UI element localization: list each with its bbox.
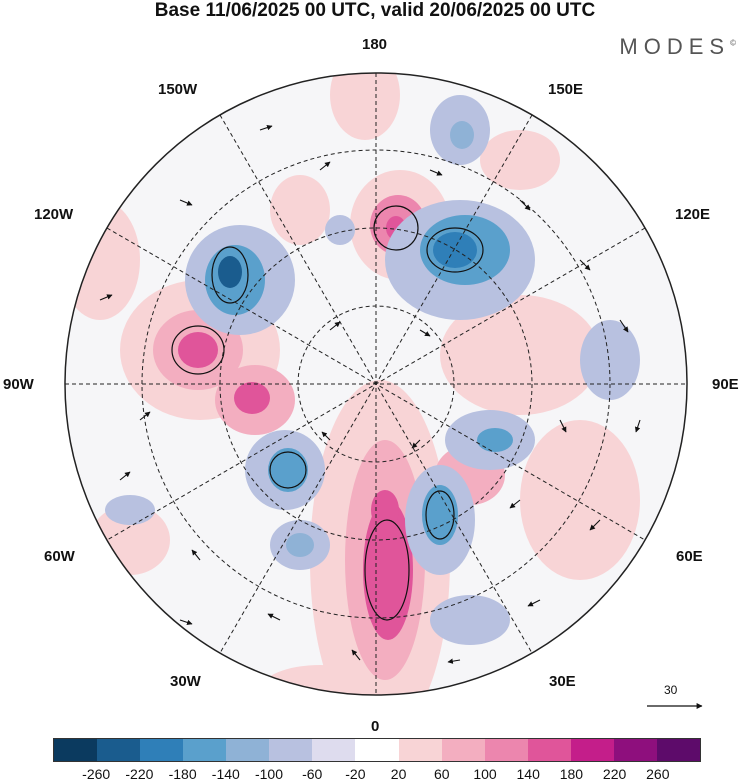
colorbar-tick-label: -60 [302,766,323,782]
colorbar-tick-label: 60 [434,766,450,782]
colorbar-tick-label: -180 [168,766,197,782]
lon-label-120e: 120E [675,206,711,223]
colorbar-swatch [183,739,227,761]
colorbar-swatch [54,739,98,761]
colorbar-swatch [312,739,356,761]
negative-anomalies [105,95,640,645]
colorbar-swatch [570,739,614,761]
contour-lines [171,205,484,621]
lon-label-120w: 120W [34,206,74,223]
anomaly-field [65,73,687,695]
colorbar-swatch [398,739,442,761]
colorbar-swatch [269,739,313,761]
lon-label-90w: 90W [3,376,34,393]
colorbar-tick-label: -220 [125,766,154,782]
colorbar-swatch [613,739,657,761]
colorbar-tick-label: -100 [254,766,284,782]
colorbar-ticks: -260 -220 -180 -140 -100 -60 -20 20 60 100 140 180 2… [0,766,750,783]
colorbar-swatch [140,739,184,761]
colorbar-tick-label: 100 [473,766,497,782]
colorbar-tick-label: -20 [345,766,366,782]
lon-label-30e: 30E [549,673,576,690]
wind-vectors [99,124,641,664]
colorbar-tick-label: 220 [602,766,627,782]
colorbar-tick-label: -140 [211,766,240,782]
lon-label-60w: 60W [44,548,75,565]
colorbar-tick-label: 140 [516,766,540,782]
colorbar-swatch [484,739,528,761]
colorbar-swatch [97,739,141,761]
lon-label-0: 0 [371,718,380,735]
lon-label-30w: 30W [170,673,201,690]
lon-label-60e: 60E [676,548,703,565]
lon-label-150w: 150W [158,81,198,98]
colorbar-tick-label: -260 [82,766,111,782]
map-title: Base 11/06/2025 00 UTC, valid 20/06/2025… [154,0,596,21]
colorbar-swatch [441,739,485,761]
colorbar-tick-label: 180 [559,766,584,782]
colorbar-tick-label: 260 [646,766,670,782]
brand-name: MODES [619,34,731,59]
brand-mark: © [730,38,736,48]
lon-label-90e: 90E [712,376,739,393]
graticule [65,73,687,695]
brand-logo: MODES© [619,34,736,60]
wind-scale-label: 30 [664,683,678,697]
colorbar-tick-label: 20 [390,766,407,782]
lon-label-150e: 150E [548,81,584,98]
colorbar-swatch [527,739,571,761]
lon-label-180: 180 [362,36,388,53]
map-boundary [64,72,688,696]
colorbar-swatch [355,739,399,761]
colorbar-swatch [656,739,700,761]
colorbar-swatch [226,739,270,761]
colorbar [53,738,701,762]
